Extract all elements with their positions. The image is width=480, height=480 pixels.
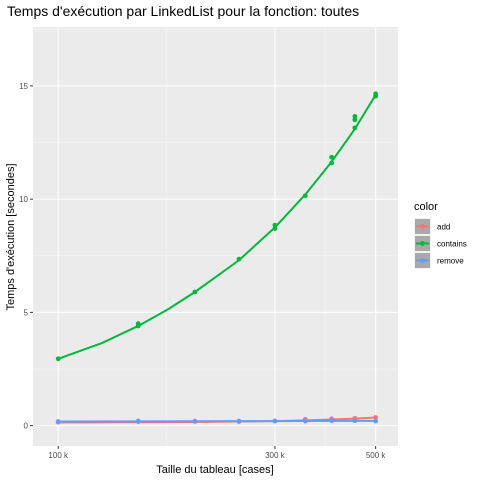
series-remove <box>55 418 379 424</box>
data-point-remove <box>135 418 141 424</box>
data-point-remove <box>192 418 198 424</box>
legend-key-point <box>420 258 425 263</box>
y-tick-label: 10 <box>19 195 28 204</box>
data-point-remove <box>352 418 358 424</box>
data-point-remove <box>329 418 335 424</box>
x-tick-label: 500 k <box>366 451 387 460</box>
data-point-contains <box>302 193 308 199</box>
legend-key-point <box>420 241 425 246</box>
data-point-contains <box>352 114 358 119</box>
data-point-contains <box>192 289 198 295</box>
legend-label-contains: contains <box>437 240 467 249</box>
series-line-remove <box>58 419 376 423</box>
plot-panel <box>33 27 398 446</box>
data-point-contains <box>329 160 335 166</box>
series-contains <box>55 91 379 362</box>
chart-title: Temps d'exécution par LinkedList pour la… <box>7 3 359 19</box>
legend-label-add: add <box>437 223 450 232</box>
grid <box>33 27 398 446</box>
series-layer <box>55 91 379 425</box>
legend-item-contains: contains <box>414 235 467 252</box>
x-tick-label: 300 k <box>265 451 286 460</box>
data-point-contains <box>55 356 61 362</box>
data-point-contains <box>236 256 242 262</box>
y-tick-label: 5 <box>24 308 29 317</box>
data-point-contains <box>352 117 358 123</box>
y-axis-title: Temps d'exécution [secondes] <box>5 163 17 310</box>
data-point-remove <box>302 418 308 424</box>
data-point-add <box>373 415 379 420</box>
data-point-contains <box>373 91 379 97</box>
legend-title: color <box>414 201 438 213</box>
x-tick-label: 100 k <box>48 451 69 460</box>
legend-item-add: add <box>414 218 450 235</box>
y-tick-label: 0 <box>24 422 29 431</box>
data-point-remove <box>272 418 278 424</box>
data-point-contains <box>352 125 358 131</box>
data-point-remove <box>55 419 61 424</box>
y-tick-label: 15 <box>19 82 28 91</box>
legend: color add contains remove <box>414 201 467 269</box>
data-point-contains <box>135 321 141 327</box>
legend-label-remove: remove <box>437 257 464 266</box>
axes: 100 k 300 k 500 k 0 5 10 15 <box>19 82 386 460</box>
data-point-remove <box>236 418 242 424</box>
legend-item-remove: remove <box>414 252 464 269</box>
data-point-remove <box>373 418 379 424</box>
x-axis-title: Taille du tableau [cases] <box>156 464 273 476</box>
legend-key-point <box>420 224 425 229</box>
data-point-contains <box>272 226 278 231</box>
data-point-contains <box>272 222 278 228</box>
data-point-contains <box>329 154 335 160</box>
